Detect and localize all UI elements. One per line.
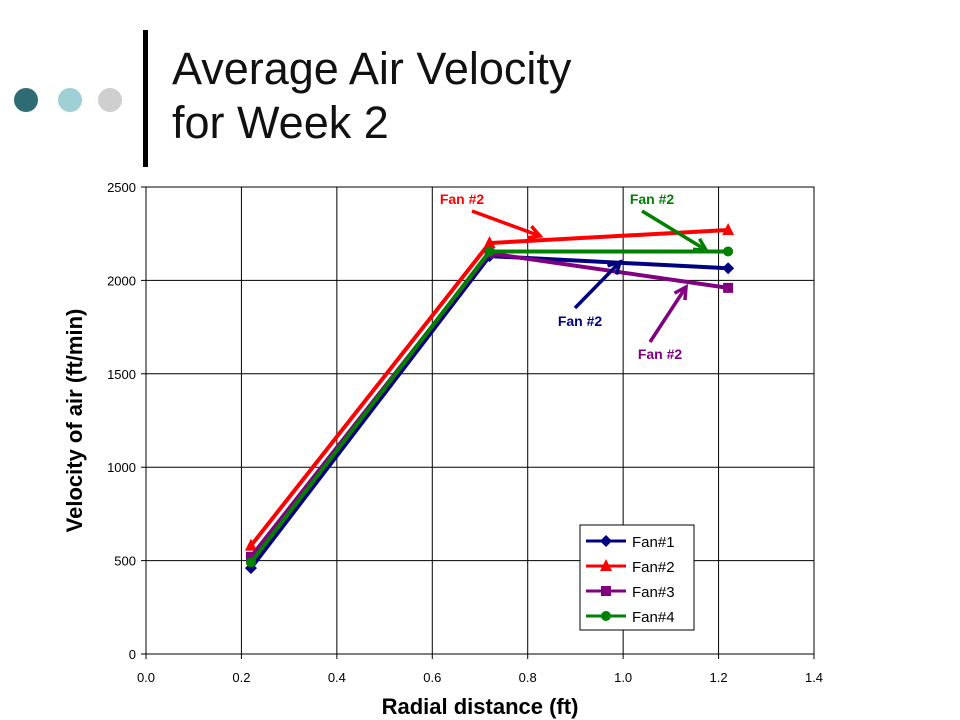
series-fan2 [244, 222, 735, 551]
legend-label: Fan#4 [632, 609, 675, 626]
annotation-arrowhead [692, 237, 710, 252]
annotation-arrow [648, 286, 688, 343]
legend-label: Fan#1 [632, 534, 675, 551]
x-tick-label: 1.0 [614, 670, 632, 685]
data-point [722, 222, 735, 235]
x-tick-label: 1.4 [805, 670, 823, 685]
annotation-arrow [573, 260, 622, 310]
x-tick-label: 0.0 [137, 670, 155, 685]
annotation-fan2: Fan #2 [558, 259, 623, 329]
data-point [484, 246, 495, 257]
data-point [245, 551, 256, 562]
legend-item: Fan#3 [586, 584, 675, 601]
chart-series [244, 222, 735, 575]
decor-dot-light [58, 88, 82, 112]
annotation-fan2: Fan #2 [440, 191, 544, 240]
annotation-arrowhead [607, 259, 623, 275]
y-axis-label: Velocity of air (ft/min) [62, 309, 87, 533]
series-fan3 [245, 248, 734, 562]
annotation-arrow [641, 209, 707, 252]
series-line [249, 249, 729, 564]
y-tick-label: 2500 [107, 180, 136, 195]
x-tick-label: 0.4 [328, 670, 346, 685]
plot-area [145, 186, 815, 655]
data-point [483, 236, 496, 249]
y-tick-label: 1500 [107, 367, 136, 382]
annotation-arrow [471, 209, 541, 238]
annotation-label: Fan #2 [638, 346, 683, 362]
x-axis-ticks: 0.0 0.2 0.4 0.6 0.8 1.0 1.2 1.4 [137, 654, 823, 685]
annotation-fan2: Fan #2 [638, 283, 688, 362]
legend-swatch-marker [601, 611, 611, 621]
decor-dot-dark [14, 88, 38, 112]
velocity-chart: 0.0 0.2 0.4 0.6 0.8 1.0 1.2 1.4 0 500 1000 1500 200… [62, 180, 823, 719]
data-point [722, 262, 735, 275]
annotation-label: Fan #2 [440, 191, 485, 207]
decor-dot-gray [98, 88, 122, 112]
y-tick-label: 500 [114, 554, 136, 569]
chart-legend: Fan#1 Fan#2 Fan#3 Fan#4 [579, 524, 695, 631]
annotation-label: Fan #2 [558, 313, 603, 329]
data-point [245, 557, 256, 568]
title-divider [143, 30, 148, 167]
legend-label: Fan#2 [632, 559, 675, 576]
chart-annotations: Fan #2 Fan #2 Fan #2 Fan #2 [440, 191, 710, 362]
y-tick-label: 1000 [107, 460, 136, 475]
legend-label: Fan#3 [632, 584, 675, 601]
y-tick-label: 0 [129, 647, 136, 662]
annotation-arrowhead [526, 225, 544, 240]
slide-title: Average Air Velocity for Week 2 [172, 42, 932, 150]
y-tick-label: 2000 [107, 273, 136, 288]
x-tick-label: 0.2 [232, 670, 250, 685]
legend-item: Fan#4 [586, 609, 675, 626]
x-tick-label: 0.8 [519, 670, 537, 685]
legend-swatch-marker [600, 559, 612, 571]
y-axis-ticks: 0 500 1000 1500 2000 2500 [107, 180, 146, 662]
x-tick-label: 1.2 [710, 670, 728, 685]
data-point [723, 246, 734, 257]
series-fan4 [245, 246, 734, 568]
legend-item: Fan#2 [586, 559, 675, 576]
series-line [249, 254, 729, 570]
decorative-dots [14, 88, 124, 112]
annotation-arrowhead [673, 283, 688, 301]
series-line [249, 251, 729, 559]
data-point [244, 538, 257, 551]
legend-swatch-marker [600, 535, 612, 547]
data-point [723, 282, 734, 293]
legend-item: Fan#1 [586, 534, 675, 551]
annotation-label: Fan #2 [630, 191, 675, 207]
x-axis-label: Radial distance (ft) [382, 694, 579, 719]
x-tick-label: 0.6 [423, 670, 441, 685]
annotation-fan2: Fan #2 [630, 191, 710, 252]
title-line-2: for Week 2 [172, 97, 389, 148]
legend-swatch-marker [601, 586, 611, 596]
title-line-1: Average Air Velocity [172, 43, 572, 94]
